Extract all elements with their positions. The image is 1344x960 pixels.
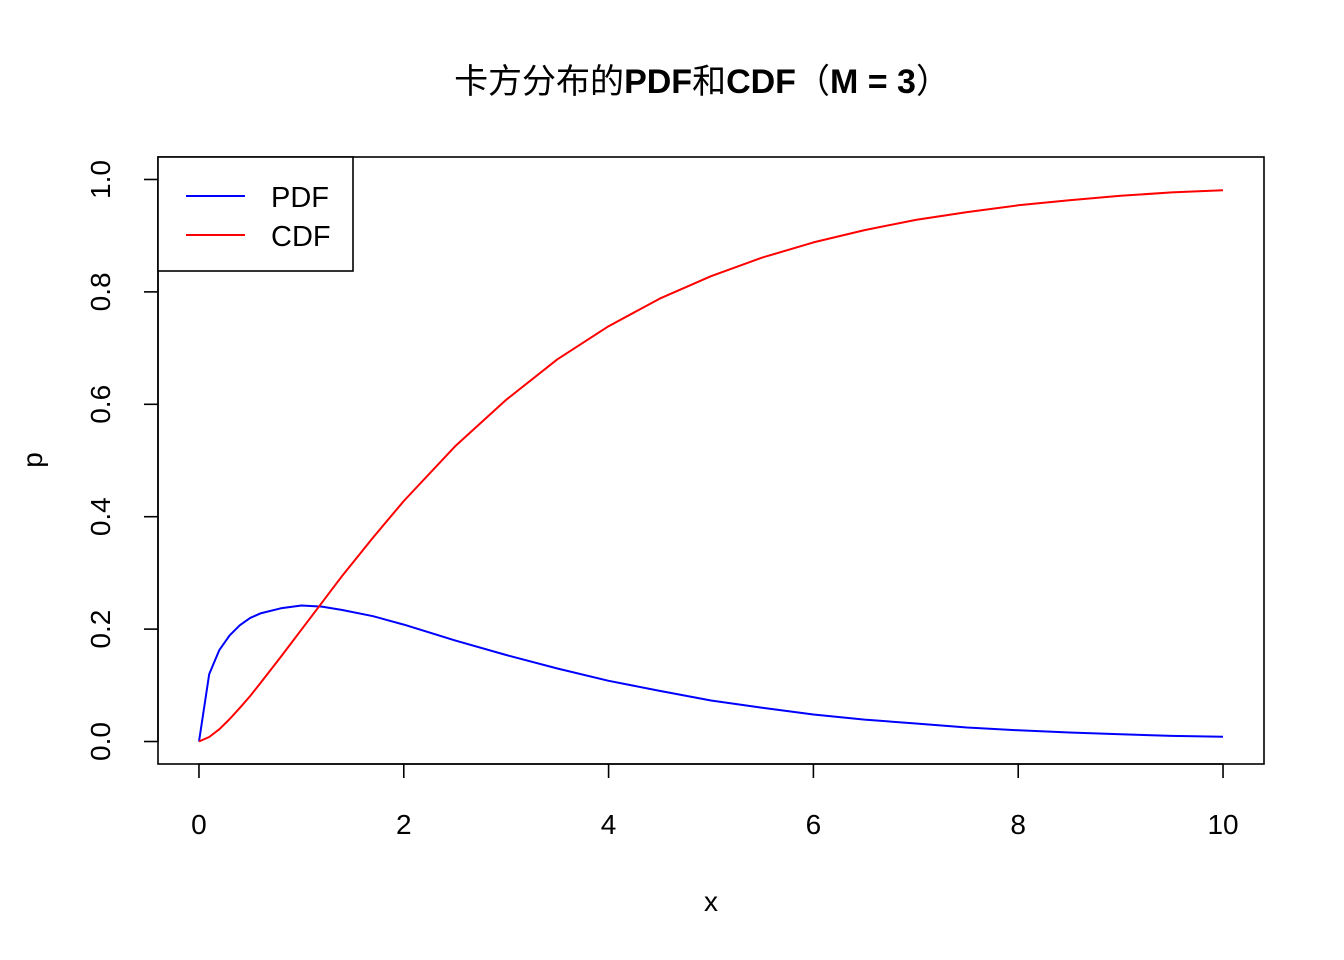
x-tick-label: 10 [1207,809,1238,840]
y-tick-label: 0.4 [85,497,116,536]
legend-label-cdf: CDF [271,221,331,253]
y-tick-label: 0.8 [85,272,116,311]
chart-title-part: 和 [692,62,726,102]
x-tick-label: 0 [191,809,207,840]
chart-title-part: PDF [624,63,692,101]
chart-title-part: （ [796,62,830,102]
chart-title-part: ） [916,62,950,102]
legend: PDF CDF [157,156,354,272]
y-tick-label: 0.0 [85,722,116,761]
x-axis-label: x [704,886,718,917]
x-tick-label: 4 [601,809,617,840]
y-axis-label: p [17,452,48,468]
series-layer [198,189,1224,743]
legend-label-pdf: PDF [271,182,329,214]
x-tick-label: 8 [1010,809,1026,840]
series-line-cdf [198,189,1224,743]
x-tick-label: 2 [396,809,412,840]
y-axis: 0.0 0.2 0.4 0.6 0.8 1.0 [85,160,159,761]
series-line-pdf [198,604,1224,742]
x-tick-label: 6 [806,809,822,840]
x-axis: 0 2 4 6 8 10 [191,763,1239,840]
chart-title-part: CDF [726,63,796,101]
chart-title-part: M = 3 [830,63,916,101]
chart-title-part: 卡方分布的 [454,62,624,102]
y-tick-label: 0.2 [85,610,116,649]
y-tick-label: 0.6 [85,385,116,424]
legend-box [157,156,354,272]
y-tick-label: 1.0 [85,160,116,199]
chart-title: 卡方分布的PDF和CDF（M = 3） [454,62,950,102]
